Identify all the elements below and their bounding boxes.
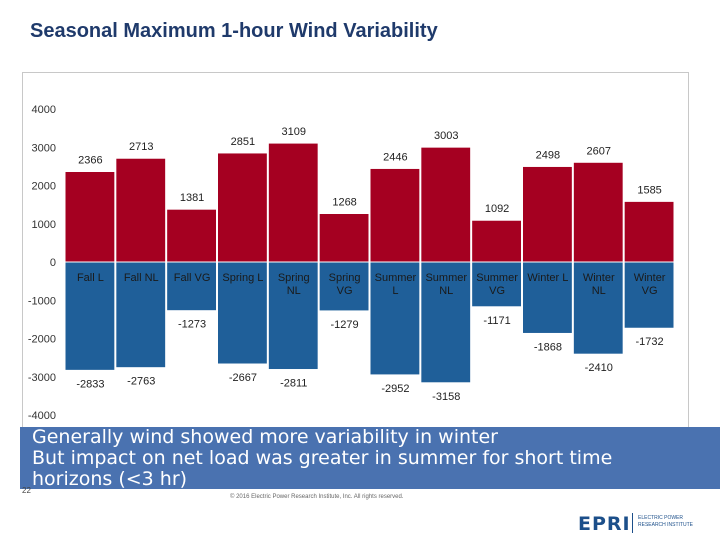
- bar-chart: 4000 3000 2000 1000 0 -1000 -2000 -3000 -4000 236…: [28, 104, 675, 422]
- positive-bar: [318, 212, 370, 263]
- category-label: Winter: [634, 272, 666, 284]
- negative-data-label: -2811: [280, 378, 307, 390]
- category-label: Fall VG: [174, 272, 211, 284]
- category-label: NL: [439, 285, 453, 297]
- page-title: Seasonal Maximum 1-hour Wind Variability: [30, 20, 438, 42]
- negative-bar: [369, 261, 421, 376]
- positive-bar: [420, 146, 472, 263]
- category-label: VG: [642, 285, 658, 297]
- positive-data-label: 1092: [485, 203, 509, 215]
- y-tick-label: 4000: [32, 104, 56, 116]
- negative-bar: [623, 261, 675, 329]
- positive-data-label: 1381: [180, 192, 204, 204]
- category-label: Summer: [375, 272, 417, 284]
- positive-bar: [115, 157, 167, 263]
- bullet-2-line-2: horizons (<3 hr): [32, 468, 188, 490]
- bullet-1: Generally wind showed more variability i…: [32, 427, 498, 448]
- negative-data-label: -2952: [381, 383, 409, 395]
- negative-bar: [318, 261, 370, 312]
- positive-data-label: 2713: [129, 141, 153, 153]
- y-tick-label: -1000: [28, 295, 56, 307]
- negative-bar: [267, 261, 319, 371]
- positive-bar: [166, 208, 218, 263]
- positive-bar: [623, 200, 675, 263]
- negative-data-label: -1171: [483, 315, 510, 327]
- category-label: Fall NL: [124, 272, 159, 284]
- positive-data-label: 2366: [78, 155, 102, 167]
- y-tick-label: -3000: [28, 372, 56, 384]
- negative-bar: [64, 261, 116, 371]
- positive-bar: [369, 167, 421, 263]
- positive-bar: [572, 161, 624, 263]
- positive-data-label: 2607: [587, 145, 611, 157]
- negative-bar: [217, 261, 268, 365]
- bullet-2: But impact on net load was greater in su…: [32, 447, 720, 490]
- category-label: Summer: [425, 272, 467, 284]
- y-tick-label: 2000: [32, 181, 56, 193]
- y-tick-label: -4000: [28, 410, 56, 422]
- negative-data-label: -3158: [432, 391, 460, 403]
- bullet-2-line-1: But impact on net load was greater in su…: [32, 447, 613, 469]
- positive-data-label: 1585: [637, 184, 661, 196]
- negative-bar: [115, 261, 167, 369]
- positive-data-label: 2498: [536, 149, 560, 161]
- category-label: Spring: [278, 272, 310, 284]
- category-label: NL: [592, 285, 606, 297]
- negative-bar: [572, 261, 624, 355]
- negative-bar: [471, 261, 522, 308]
- negative-data-label: -1279: [331, 319, 359, 331]
- positive-data-label: 2446: [383, 151, 407, 163]
- positive-bar: [267, 142, 319, 263]
- negative-data-label: -1868: [534, 341, 562, 353]
- category-label: Spring: [329, 272, 361, 284]
- negative-data-label: -2667: [229, 372, 257, 384]
- y-tick-label: 1000: [32, 219, 56, 231]
- category-label: Spring L: [222, 272, 263, 284]
- category-label: VG: [489, 285, 505, 297]
- y-tick-label: -2000: [28, 334, 56, 346]
- category-label: NL: [287, 285, 301, 297]
- category-label: L: [392, 285, 398, 297]
- page-number: 22: [22, 486, 31, 495]
- category-label: Winter: [583, 272, 615, 284]
- chart-frame: 4000 3000 2000 1000 0 -1000 -2000 -3000 -4000 236…: [22, 72, 689, 432]
- negative-bar: [166, 261, 218, 312]
- copyright-text: © 2016 Electric Power Research Institute…: [230, 494, 404, 500]
- logo-divider: [632, 513, 633, 533]
- negative-bar: [420, 261, 472, 384]
- negative-data-label: -2763: [127, 376, 155, 388]
- positive-data-label: 1268: [332, 196, 356, 208]
- y-tick-label: 3000: [32, 142, 56, 154]
- positive-bar: [217, 152, 268, 263]
- category-label: Fall L: [77, 272, 104, 284]
- negative-bar: [522, 261, 573, 334]
- negative-data-label: -2833: [76, 378, 104, 390]
- logo-subtitle: ELECTRIC POWER RESEARCH INSTITUTE: [638, 515, 694, 528]
- negative-data-label: -1273: [178, 319, 206, 331]
- positive-data-label: 3003: [434, 130, 458, 142]
- category-label: Summer: [476, 272, 518, 284]
- epri-logo: EPRI: [578, 513, 631, 535]
- negative-data-label: -1732: [636, 336, 664, 348]
- bullet-banner: Generally wind showed more variability i…: [20, 427, 720, 489]
- category-label: Winter L: [527, 272, 568, 284]
- positive-bar: [522, 165, 573, 263]
- negative-data-label: -2410: [585, 362, 613, 374]
- positive-bar: [471, 219, 522, 263]
- positive-bar: [64, 171, 116, 263]
- positive-data-label: 3109: [282, 126, 306, 138]
- y-tick-label: 0: [50, 257, 56, 269]
- positive-data-label: 2851: [231, 136, 255, 148]
- category-label: VG: [337, 285, 353, 297]
